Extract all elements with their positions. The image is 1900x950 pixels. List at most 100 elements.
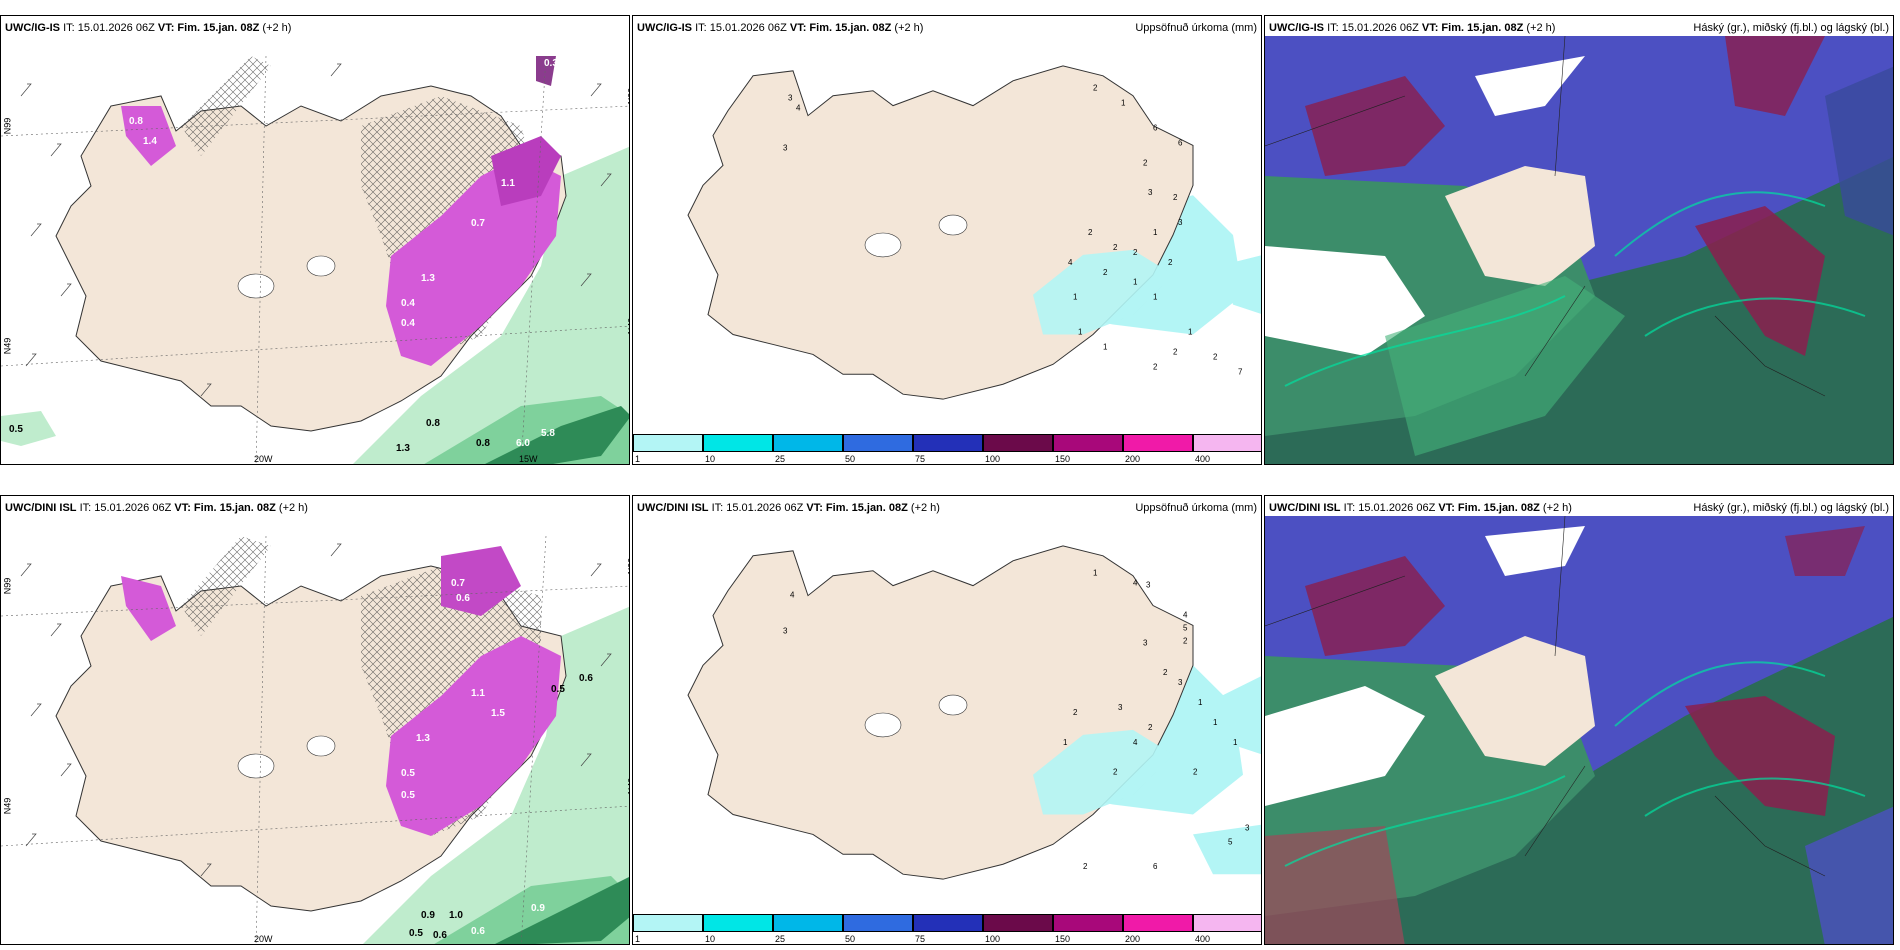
colorbar-tick-label: 25 — [775, 934, 786, 944]
accum-label: 4 — [1133, 738, 1138, 747]
accum-label: 3 — [1118, 703, 1123, 712]
precip-label: 1.1 — [471, 688, 485, 699]
colorbar-tick-label: 1 — [635, 934, 641, 944]
panel-top-mid-accum-precip: UWC/IG-IS IT: 15.01.2026 06Z VT: Fim. 15… — [632, 15, 1262, 465]
panel-bot-mid-accum-precip: UWC/DINI ISL IT: 15.01.2026 06Z VT: Fim.… — [632, 495, 1262, 945]
field-title: Háský (gr.), miðský (fj.bl.) og lágský (… — [1693, 502, 1889, 514]
precip-label: 0.5 — [9, 424, 23, 435]
init-time: IT: 15.01.2026 06Z — [79, 502, 172, 514]
precip-label: 0.4 — [401, 318, 415, 329]
precip-label: 0.5 — [551, 684, 565, 695]
accum-label: 3 — [783, 626, 788, 635]
lead-time: (+2 h) — [894, 22, 924, 34]
colorbar-tick-label: 100 — [985, 454, 1001, 464]
valid-label: VT: — [1421, 22, 1439, 34]
lon-label-20w: 20W — [254, 454, 273, 464]
lead-time: (+2 h) — [1542, 502, 1572, 514]
panel-header: UWC/IG-IS IT: 15.01.2026 06Z VT: Fim. 15… — [633, 16, 1261, 40]
valid-time: Fim. 15.jan. 08Z — [193, 502, 276, 514]
precip-label: 0.3 — [544, 58, 558, 69]
accum-label: 2 — [1113, 243, 1118, 252]
colorbar-swatch — [773, 914, 843, 932]
lon-label-20w: 20W — [254, 934, 273, 944]
precip-label: 1.5 — [491, 708, 505, 719]
accum-label: 4 — [1133, 579, 1138, 588]
accum-label: 2 — [1088, 228, 1093, 237]
colorbar-swatch — [1053, 434, 1123, 452]
accum-label: 3 — [1178, 218, 1183, 227]
colorbar-tick-label: 10 — [705, 934, 716, 944]
colorbar-swatch — [843, 434, 913, 452]
lead-time: (+2 h) — [262, 22, 292, 34]
model-name: UWC/IG-IS — [637, 22, 692, 34]
accum-label: 3 — [1245, 823, 1250, 832]
precip-label: 0.7 — [471, 218, 485, 229]
lat-label: N99 — [626, 87, 630, 105]
accum-label: 2 — [1093, 84, 1098, 93]
accum-label: 2 — [1183, 636, 1188, 645]
accum-label: 1 — [1103, 342, 1108, 351]
accum-label: 1 — [1063, 738, 1068, 747]
accum-label: 2 — [1168, 258, 1173, 267]
precip-label: 1.1 — [501, 178, 515, 189]
map-iceland-accum-precip: 1 4 3 4 5 2 3 2 3 1 2 3 1 2 1 2 4 5 3 2 … — [633, 516, 1261, 914]
precip-label: 0.7 — [451, 578, 465, 589]
lead-time: (+2 h) — [1526, 22, 1556, 34]
colorbar-tick-label: 25 — [775, 454, 786, 464]
accum-label: 7 — [1238, 367, 1243, 376]
precip-label: 1.3 — [396, 443, 410, 454]
accum-label: 3 — [783, 143, 788, 152]
accum-label: 2 — [1083, 862, 1088, 871]
accum-label: 1 — [1121, 99, 1126, 108]
model-name: UWC/IG-IS — [5, 22, 60, 34]
precip-label: 0.6 — [456, 593, 470, 604]
precip-label: 0.4 — [401, 298, 415, 309]
accum-label: 2 — [1113, 768, 1118, 777]
valid-label: VT: — [157, 22, 175, 34]
colorbar-swatch — [633, 914, 703, 932]
lat-label: N99 — [2, 117, 13, 135]
lat-label: N49 — [2, 797, 13, 815]
accum-label: 1 — [1233, 738, 1238, 747]
precip-label: 0.8 — [129, 116, 143, 127]
colorbar-swatch — [773, 434, 843, 452]
colorbar-tick-label: 100 — [985, 934, 1001, 944]
colorbar: 1 10 25 50 75 100 150 200 400 — [633, 434, 1261, 464]
accum-label: 3 — [1148, 188, 1153, 197]
colorbar-tick-label: 50 — [845, 934, 856, 944]
lat-label: N99 — [626, 557, 630, 575]
init-time: IT: 15.01.2026 06Z — [63, 22, 155, 34]
lat-label: N49 — [626, 317, 630, 335]
accum-label: 2 — [1163, 668, 1168, 677]
valid-time: Fim. 15.jan. 08Z — [825, 502, 908, 514]
precip-label: 0.6 — [579, 673, 593, 684]
model-name: UWC/DINI ISL — [5, 502, 77, 514]
panel-bot-right-clouds: UWC/DINI ISL IT: 15.01.2026 06Z VT: Fim.… — [1264, 495, 1894, 945]
accum-label: 1 — [1078, 328, 1083, 337]
init-time: IT: 15.01.2026 06Z — [1327, 22, 1419, 34]
precip-label: 0.8 — [476, 438, 490, 449]
accum-label: 1 — [1153, 228, 1158, 237]
panel-bot-left-precip-wind: UWC/DINI ISL IT: 15.01.2026 06Z VT: Fim.… — [0, 495, 630, 945]
precip-label: 0.5 — [409, 928, 423, 939]
valid-label: VT: — [806, 502, 823, 514]
accum-label: 1 — [1073, 293, 1078, 302]
colorbar-tick-label: 75 — [915, 454, 926, 464]
accum-label: 5 — [1228, 837, 1233, 846]
precip-label: 0.6 — [471, 926, 485, 937]
init-time: IT: 15.01.2026 06Z — [695, 22, 787, 34]
colorbar-swatch — [1193, 434, 1261, 452]
panel-header: UWC/IG-IS IT: 15.01.2026 06Z VT: Fim. 15… — [1265, 16, 1893, 40]
precip-label: 5.8 — [541, 428, 555, 439]
colorbar-tick-label: 150 — [1055, 934, 1071, 944]
panel-header: UWC/DINI ISL IT: 15.01.2026 06Z VT: Fim.… — [633, 496, 1261, 520]
precip-label: 1.3 — [416, 733, 430, 744]
colorbar-swatch — [703, 914, 773, 932]
panel-top-left-precip-wind: UWC/IG-IS IT: 15.01.2026 06Z VT: Fim. 15… — [0, 15, 630, 465]
accum-label: 6 — [1153, 862, 1158, 871]
accum-label: 2 — [1173, 193, 1178, 202]
accum-label: 6 — [1178, 138, 1183, 147]
accum-label: 3 — [788, 94, 793, 103]
panel-header: UWC/DINI ISL IT: 15.01.2026 06Z VT: Fim.… — [1, 496, 629, 520]
accum-label: 3 — [1178, 678, 1183, 687]
